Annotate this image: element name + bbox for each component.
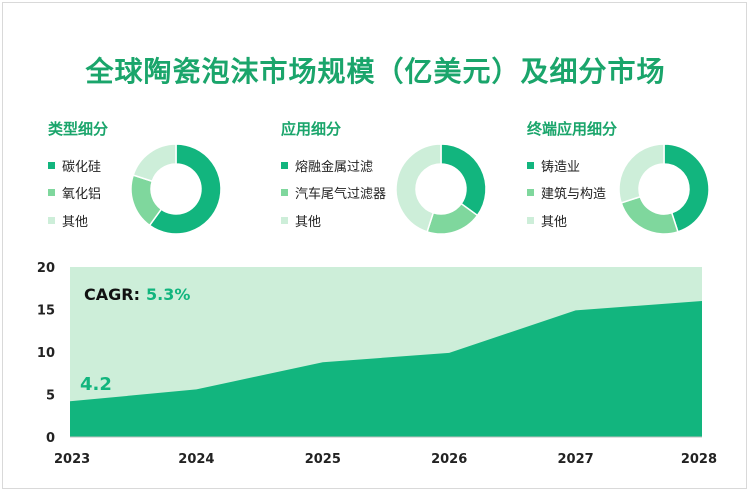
legend-label: 铸造业 xyxy=(541,159,581,175)
pie-1-legend-1: 氧化铝 xyxy=(48,184,102,202)
y-tick-label: 0 xyxy=(46,431,55,446)
legend-label: 建筑与构造 xyxy=(541,186,607,202)
market-size-area-chart: CAGR: 5.3% 4.2 0 5 10 15 20 2023 2024 2025 2026 2… xyxy=(37,261,717,467)
pie-2-donut xyxy=(395,143,487,235)
legend-label: 碳化硅 xyxy=(62,159,102,175)
pie-1-legend-0: 碳化硅 xyxy=(48,157,102,175)
legend-swatch xyxy=(527,161,534,169)
legend-label: 熔融金属过滤 xyxy=(295,159,374,175)
pie-3-legend-0: 铸造业 xyxy=(527,157,581,175)
area-series xyxy=(70,301,702,437)
legend-swatch xyxy=(48,216,55,224)
cagr-label: CAGR: xyxy=(84,285,140,304)
x-tick-label: 2023 xyxy=(54,452,90,467)
x-tick-label: 2027 xyxy=(558,452,594,467)
legend-swatch xyxy=(527,216,534,224)
legend-label: 氧化铝 xyxy=(62,186,102,202)
pie-1-legend-2: 其他 xyxy=(48,212,89,230)
donut-slice-3 xyxy=(618,143,665,204)
y-tick-label: 5 xyxy=(46,389,55,404)
legend-label: 其他 xyxy=(541,214,568,230)
legend-swatch xyxy=(281,216,288,224)
pie-2-title: 应用细分 xyxy=(281,120,342,138)
x-tick-label: 2024 xyxy=(178,452,214,467)
legend-swatch xyxy=(48,188,55,196)
y-tick-label: 20 xyxy=(37,261,55,276)
donut-slice-1 xyxy=(148,143,222,235)
legend-swatch xyxy=(281,188,288,196)
start-value-label: 4.2 xyxy=(80,374,112,395)
donut-slice-3 xyxy=(132,143,177,183)
donut-slice-3 xyxy=(395,143,442,233)
x-tick-label: 2026 xyxy=(431,452,467,467)
legend-swatch xyxy=(281,161,288,169)
y-tick-label: 10 xyxy=(37,346,55,361)
legend-label: 汽车尾气过滤器 xyxy=(295,186,387,202)
donut-slice-1 xyxy=(663,143,710,233)
chart-frame xyxy=(2,2,747,489)
cagr-value: 5.3% xyxy=(146,285,190,304)
pie-2-legend-0: 熔融金属过滤 xyxy=(281,157,374,175)
pie-3-title: 终端应用细分 xyxy=(527,120,618,138)
legend-swatch xyxy=(527,188,534,196)
pie-3-donut xyxy=(618,143,710,235)
legend-label: 其他 xyxy=(62,214,89,230)
pie-3-legend-1: 建筑与构造 xyxy=(527,184,607,202)
y-tick-label: 15 xyxy=(37,304,55,319)
pie-2-legend-2: 其他 xyxy=(281,212,322,230)
page-title: 全球陶瓷泡沫市场规模（亿美元）及细分市场 xyxy=(85,55,666,88)
donut-slice-2 xyxy=(620,195,679,235)
pie-1-donut xyxy=(130,143,222,235)
pie-3-legend-2: 其他 xyxy=(527,212,568,230)
x-tick-label: 2025 xyxy=(305,452,341,467)
legend-label: 其他 xyxy=(295,214,322,230)
legend-swatch xyxy=(48,161,55,169)
pie-2-legend-1: 汽车尾气过滤器 xyxy=(281,184,387,202)
pie-1-title: 类型细分 xyxy=(48,120,109,138)
x-tick-label: 2028 xyxy=(681,452,717,467)
